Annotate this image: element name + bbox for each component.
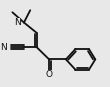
Text: N: N (14, 18, 21, 27)
Text: O: O (46, 70, 53, 79)
Text: N: N (0, 43, 7, 52)
